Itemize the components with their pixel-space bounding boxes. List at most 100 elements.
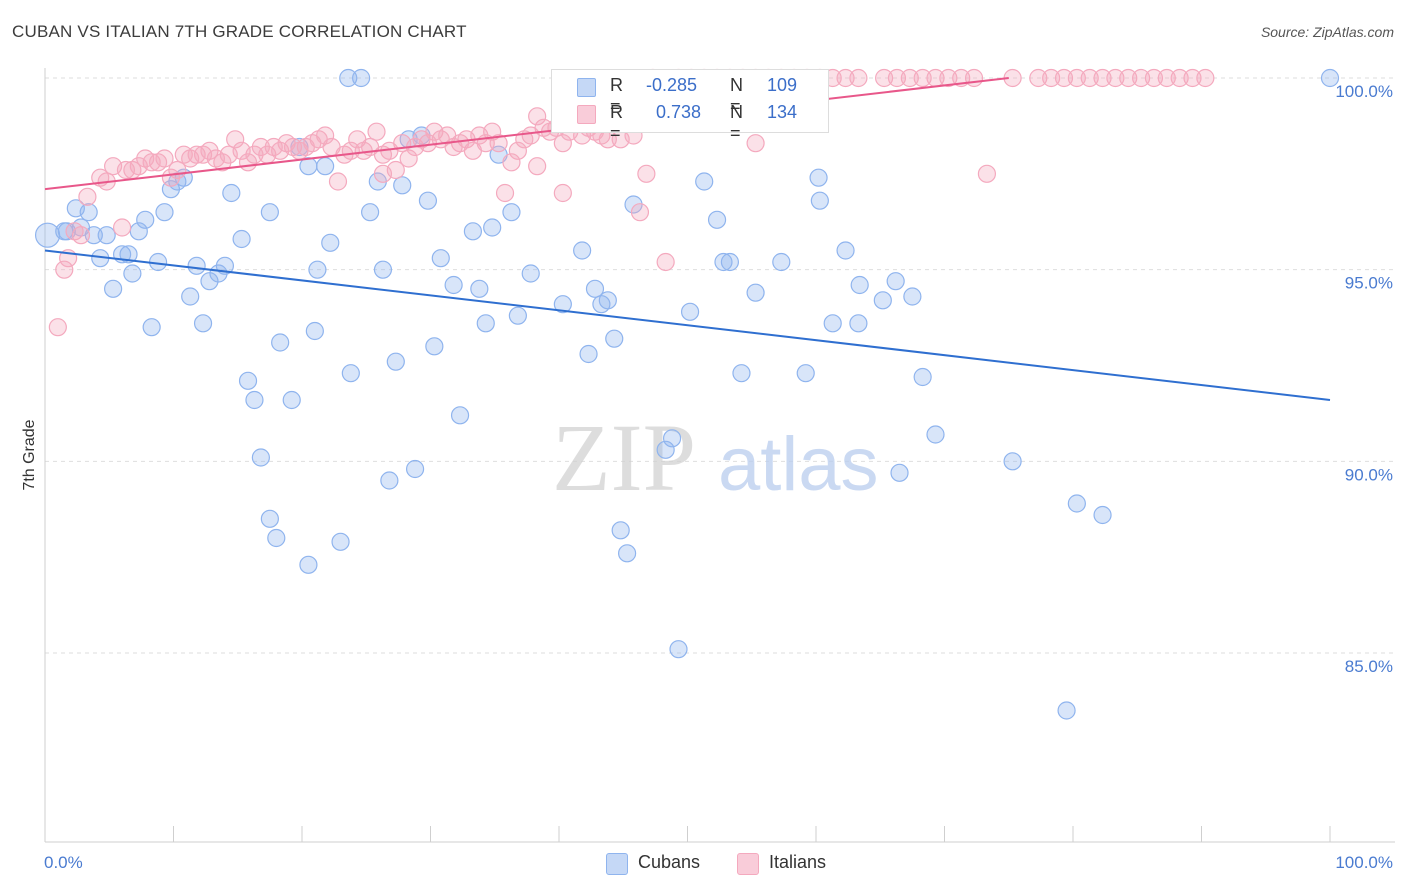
italian-point xyxy=(1080,68,1099,88)
r-label: R = xyxy=(610,75,623,116)
italian-point xyxy=(887,68,907,88)
italian-point xyxy=(553,134,572,153)
cuban-point xyxy=(104,279,123,298)
italian-point xyxy=(637,164,656,183)
cuban-point xyxy=(444,275,463,295)
cuban-point xyxy=(1003,452,1022,471)
chart-title: CUBAN VS ITALIAN 7TH GRADE CORRELATION C… xyxy=(12,22,467,41)
cuban-point xyxy=(483,218,502,237)
cuban-point xyxy=(245,390,264,410)
cuban-point xyxy=(405,459,425,479)
italian-point xyxy=(939,68,958,88)
cuban-point xyxy=(680,302,700,321)
cuban-point xyxy=(913,367,932,387)
cuban-point xyxy=(926,425,945,444)
italian-point xyxy=(1132,68,1151,88)
cuban-point xyxy=(521,264,540,283)
cuban-point xyxy=(611,521,630,540)
italian-point xyxy=(553,183,572,203)
cuban-point xyxy=(331,532,350,551)
cuban-point xyxy=(662,429,682,448)
italian-point xyxy=(48,318,67,337)
italian-point xyxy=(112,218,132,237)
cuban-point xyxy=(308,260,327,279)
italian-point xyxy=(1196,68,1215,88)
series-cubans xyxy=(34,68,1340,720)
cuban-point xyxy=(850,275,869,295)
cuban-point xyxy=(849,314,868,333)
cuban-point xyxy=(598,291,617,310)
italian-point xyxy=(367,122,386,141)
italian-point xyxy=(1067,68,1086,88)
cuban-point xyxy=(238,371,258,390)
italian-point xyxy=(1029,68,1048,88)
cuban-point xyxy=(823,314,842,333)
cuban-point xyxy=(418,191,438,210)
cuban-point xyxy=(470,279,489,298)
x-tick-label: 0.0% xyxy=(44,853,83,872)
n-label: N = xyxy=(730,75,743,116)
italian-point xyxy=(977,164,997,183)
italians-legend-icon xyxy=(737,853,759,875)
cuban-point xyxy=(386,352,405,371)
y-tick-label: 100.0% xyxy=(1335,82,1393,101)
source-label: Source: ZipAtlas.com xyxy=(1260,24,1394,40)
y-tick-label: 95.0% xyxy=(1345,274,1393,293)
cuban-point xyxy=(373,260,393,279)
cuban-point xyxy=(772,252,791,272)
italian-point xyxy=(1042,68,1061,88)
italian-point xyxy=(71,226,91,245)
italian-point xyxy=(155,149,174,168)
cuban-point xyxy=(393,176,412,195)
r-label: R = xyxy=(610,102,623,143)
italian-point xyxy=(656,252,675,272)
cuban-point xyxy=(573,241,592,260)
cuban-point xyxy=(267,528,286,548)
cuban-point xyxy=(463,222,483,241)
cuban-point xyxy=(260,509,279,528)
cuban-point xyxy=(181,287,200,306)
cuban-point xyxy=(508,306,527,325)
cuban-point xyxy=(305,321,324,341)
cuban-point xyxy=(502,203,521,222)
cuban-point xyxy=(57,222,76,241)
italian-point xyxy=(328,172,348,191)
cuban-point xyxy=(361,203,380,222)
italian-point xyxy=(964,68,984,88)
cuban-point xyxy=(431,249,450,268)
cuban-point xyxy=(271,333,290,352)
cuban-point xyxy=(695,172,714,191)
italian-point xyxy=(502,153,521,172)
cuban-point xyxy=(341,364,360,383)
italian-point xyxy=(483,122,502,141)
axes xyxy=(44,68,1395,843)
italian-point xyxy=(875,68,894,88)
cuban-point xyxy=(450,406,470,425)
cuban-point xyxy=(796,364,815,383)
cuban-point xyxy=(187,256,206,275)
cuban-point xyxy=(260,203,279,222)
cuban-point xyxy=(299,555,318,574)
italian-point xyxy=(226,130,245,149)
cuban-point xyxy=(707,210,727,229)
cuban-point xyxy=(380,471,399,490)
cuban-point xyxy=(251,448,270,467)
italian-point xyxy=(746,134,765,153)
cuban-point xyxy=(1093,505,1112,525)
stats-legend: R = -0.285 N = 109 R = 0.738 N = 134 xyxy=(551,69,829,143)
cuban-point xyxy=(222,183,241,203)
n-label: N = xyxy=(730,102,743,143)
cuban-point xyxy=(746,283,765,302)
italian-point xyxy=(1183,68,1202,88)
cuban-point xyxy=(579,344,598,364)
cuban-point xyxy=(339,68,358,88)
italian-point xyxy=(78,187,97,206)
cuban-point xyxy=(809,168,828,187)
cuban-point xyxy=(732,364,751,383)
cuban-point xyxy=(836,241,855,260)
tick-labels: 85.0% 90.0% 95.0% 100.0% 0.0% 100.0% xyxy=(44,82,1393,872)
cubans-swatch-icon xyxy=(577,78,596,97)
italian-point xyxy=(900,68,919,88)
cuban-point xyxy=(669,640,688,659)
